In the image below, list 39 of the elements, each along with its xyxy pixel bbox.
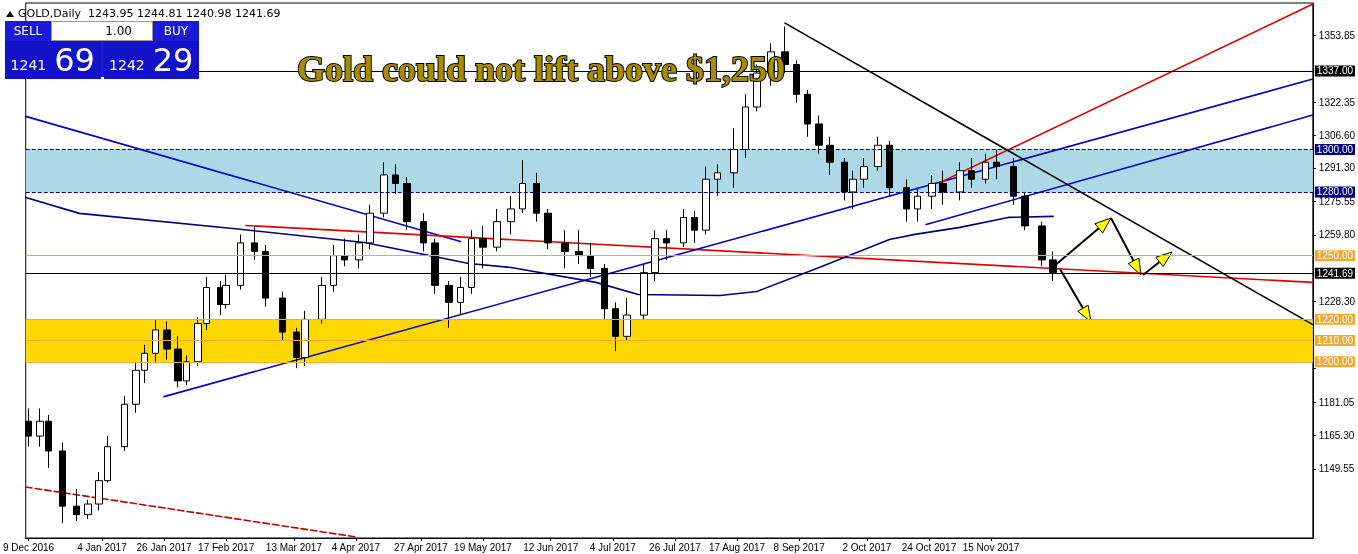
annotation: 1241 69: [10, 41, 95, 79]
x-tick-label: 17 Feb 2017: [198, 541, 255, 553]
ref-line-label: 1337.00: [1316, 65, 1354, 77]
ref-line-label: 1200.00: [1316, 356, 1354, 368]
y-tick-label: 1322.35: [1318, 96, 1356, 108]
ref-line-label: 1300.00: [1316, 143, 1354, 155]
y-tick-label: 1181.05: [1318, 396, 1355, 408]
ref-line-label: 1210.00: [1316, 335, 1354, 347]
annotation: BUY: [162, 23, 190, 40]
x-tick-label: 4 Jan 2017: [77, 541, 128, 553]
x-tick-label: 26 Jul 2017: [649, 541, 702, 553]
x-tick-label: 15 Nov 2017: [962, 541, 1020, 553]
y-tick-label: 1259.80: [1318, 229, 1356, 241]
y-tick-label: 1275.55: [1318, 195, 1356, 207]
x-tick-label: 13 Mar 2017: [265, 541, 323, 553]
x-tick-label: 24 Oct 2017: [901, 541, 957, 553]
annotation: 1.00: [51, 21, 153, 41]
x-tick-label: 12 Jun 2017: [523, 541, 579, 553]
annotation: SELL: [12, 23, 44, 40]
x-tick-label: 9 Dec 2016: [2, 541, 55, 553]
y-tick-label: 1353.85: [1318, 29, 1356, 41]
x-tick-label: 26 Jan 2017: [136, 541, 193, 553]
ref-line-label: 1280.00: [1316, 186, 1354, 198]
annotation: 1242 29: [109, 41, 194, 79]
x-tick-label: 19 May 2017: [454, 541, 513, 553]
y-tick-label: 1165.30: [1318, 429, 1355, 441]
ref-line-label: 1220.00: [1316, 313, 1354, 325]
x-tick-label: 17 Aug 2017: [708, 541, 766, 553]
x-tick-label: 8 Sep 2017: [773, 541, 826, 553]
ref-line-label: 1241.69: [1316, 267, 1354, 279]
y-tick-label: 1291.30: [1318, 162, 1356, 174]
x-tick-label: 2 Oct 2017: [842, 541, 892, 553]
ref-line-label: 1250.00: [1316, 250, 1354, 262]
x-tick-label: 4 Apr 2017: [331, 541, 381, 553]
y-tick-label: 1149.55: [1318, 463, 1355, 475]
x-tick-label: 27 Apr 2017: [393, 541, 449, 553]
y-tick-label: 1306.60: [1318, 129, 1356, 141]
x-tick-label: 4 Jul 2017: [589, 541, 637, 553]
y-tick-label: 1228.30: [1318, 296, 1356, 308]
